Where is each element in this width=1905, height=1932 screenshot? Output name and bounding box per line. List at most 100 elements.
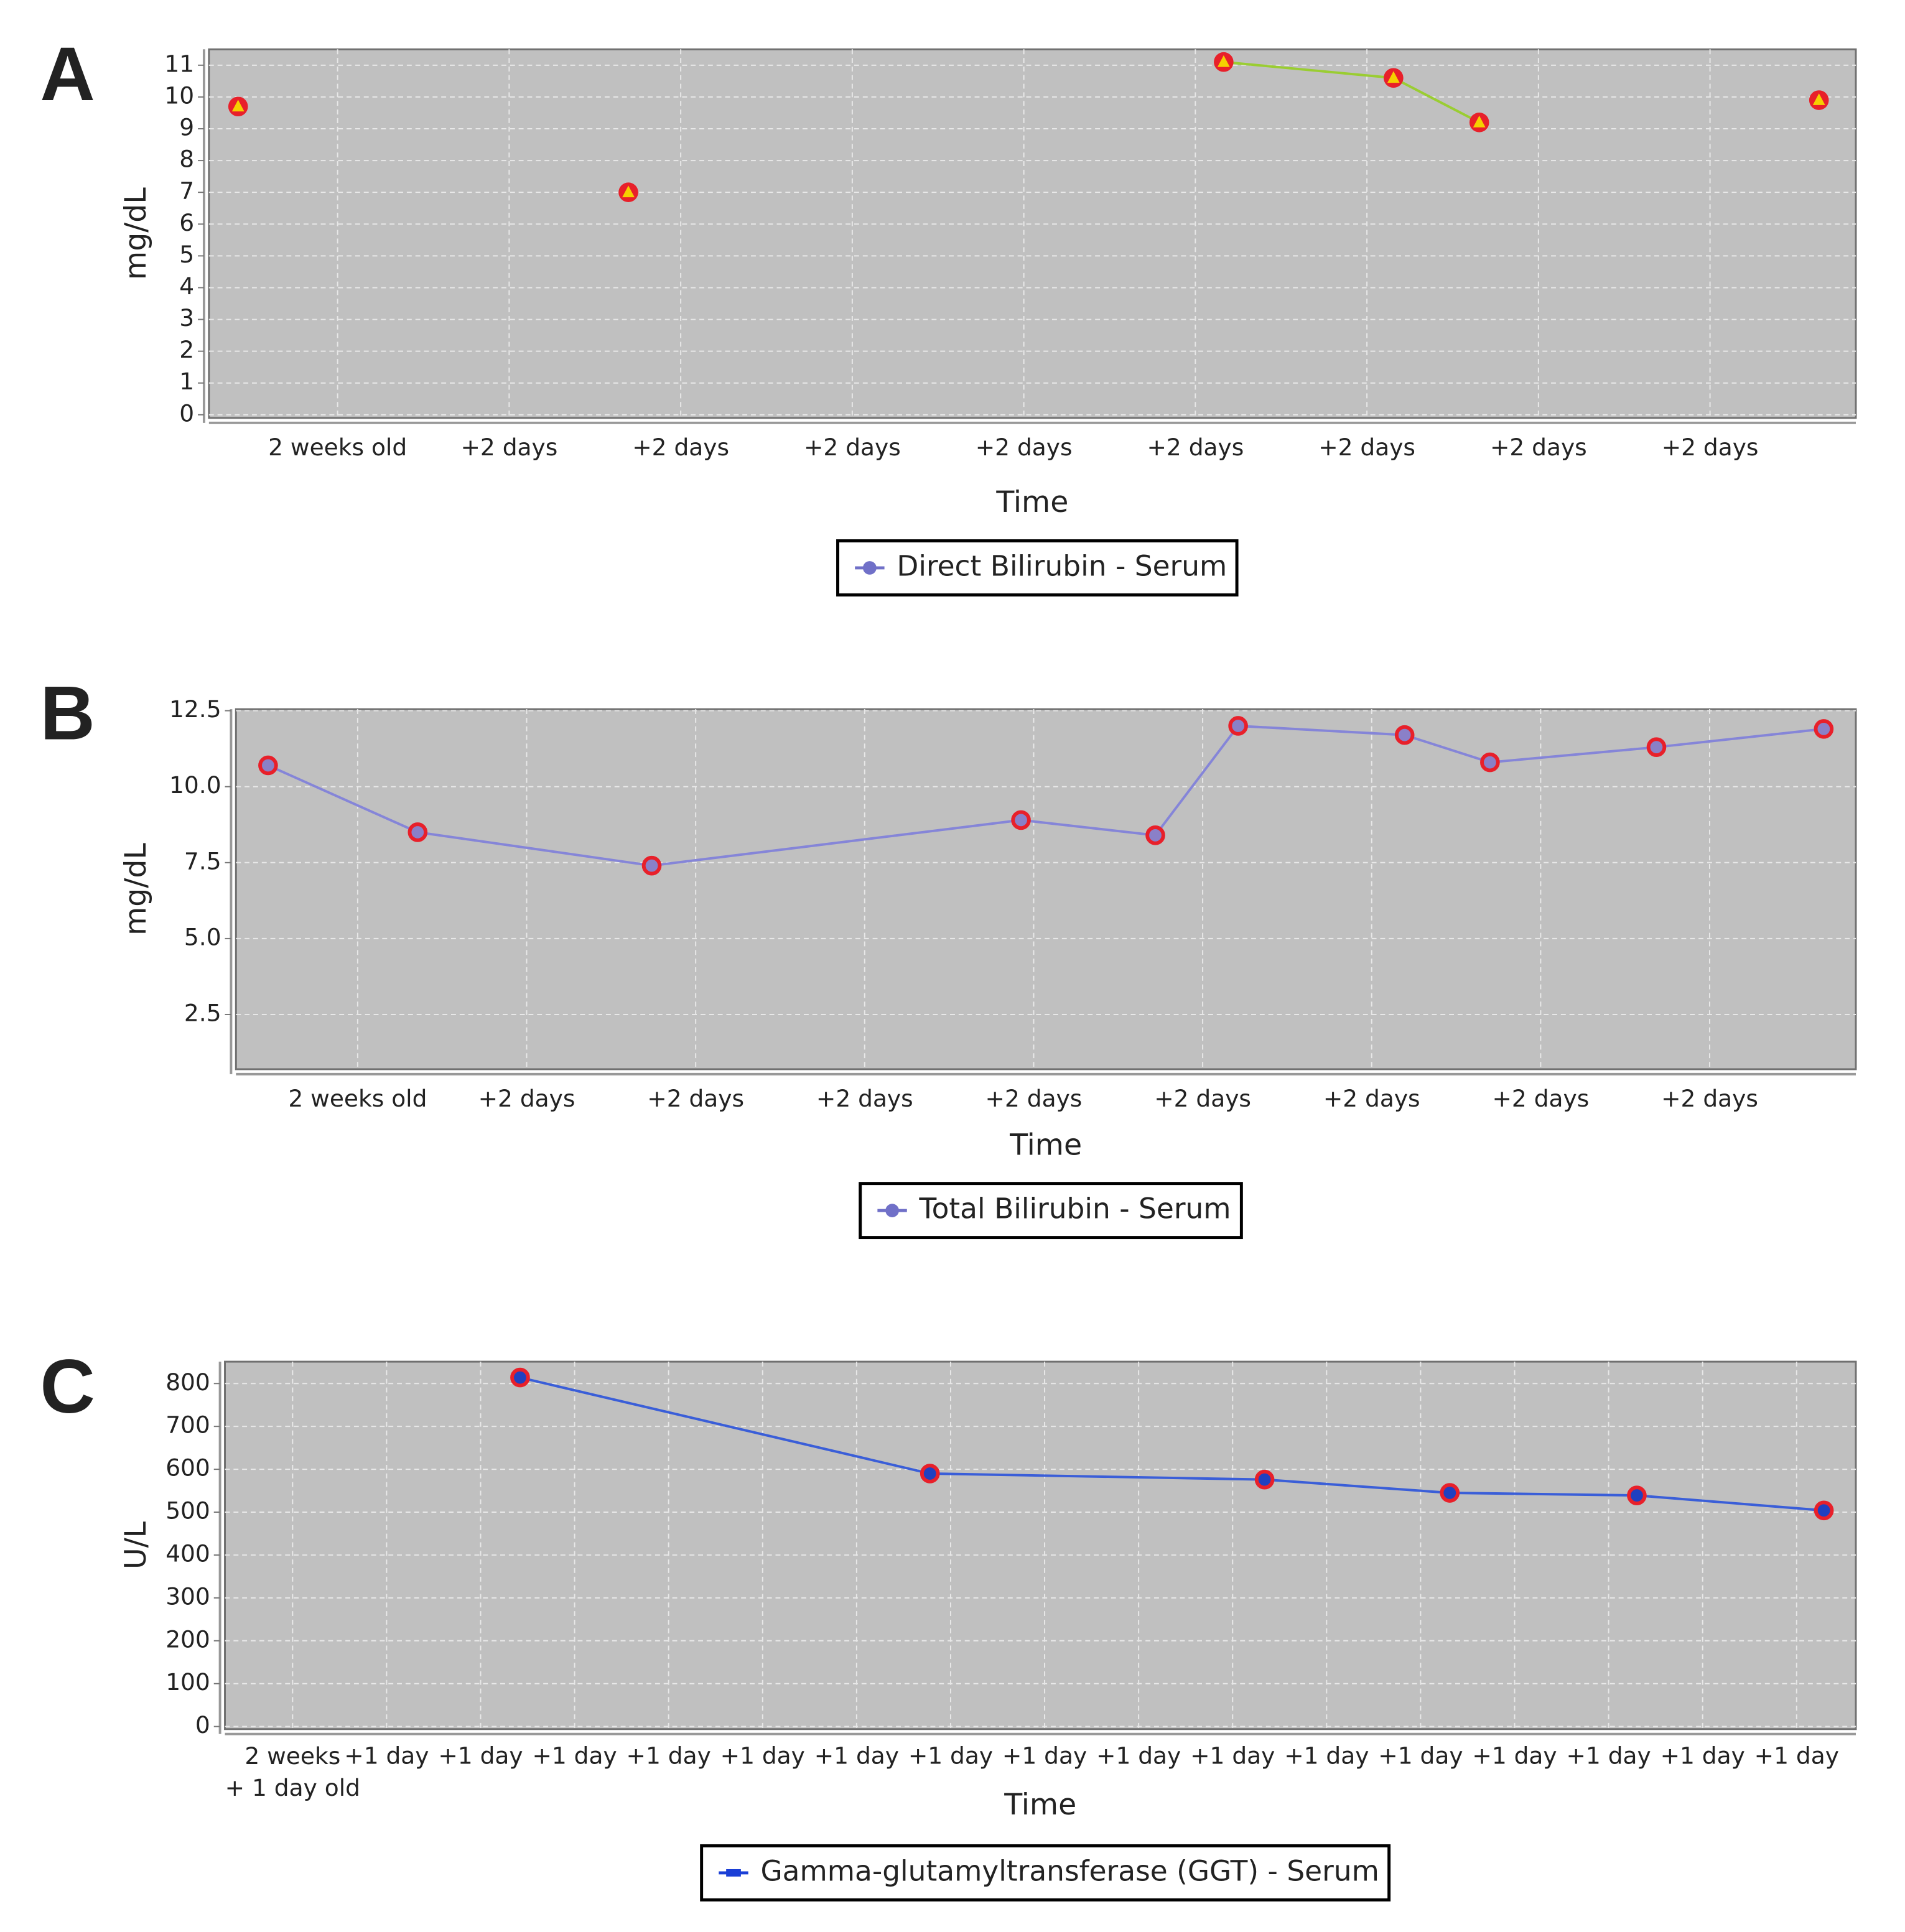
- x-tick-label: +1 day: [1566, 1742, 1651, 1770]
- point: [1646, 737, 1667, 757]
- y-tick-label: 11: [164, 50, 194, 77]
- legend-label: Total Bilirubin - Serum: [919, 1192, 1231, 1225]
- y-tick-label: 400: [165, 1540, 210, 1567]
- x-tick-label: +2 days: [816, 1085, 913, 1112]
- y-tick-label: 600: [165, 1454, 210, 1482]
- x-tick-label: +1 day: [814, 1742, 899, 1770]
- x-tick-label: +1 day: [1284, 1742, 1369, 1770]
- x-axis-title: Time: [1009, 1128, 1082, 1162]
- y-tick-label: 200: [165, 1625, 210, 1653]
- x-tick-label: +1 day: [1190, 1742, 1275, 1770]
- x-tick-label: +1 day: [438, 1742, 523, 1770]
- plot-area: [208, 48, 1857, 419]
- x-tick-label: +1 day: [720, 1742, 805, 1770]
- x-tick-label: +1 day: [626, 1742, 711, 1770]
- y-tick-label: 4: [179, 272, 194, 300]
- point: [920, 1464, 940, 1484]
- y-axis-title: U/L: [119, 1521, 153, 1569]
- point: [1814, 719, 1834, 739]
- y-tick-label: 5.0: [184, 923, 221, 950]
- x-tick-label: 2 weeks + 1 day old: [225, 1742, 360, 1801]
- point: [1440, 1483, 1460, 1503]
- x-tick-label: +2 days: [985, 1085, 1083, 1112]
- legend-label: Gamma-glutamyltransferase (GGT) - Serum: [760, 1854, 1379, 1887]
- y-tick-label: 300: [165, 1582, 210, 1610]
- y-tick-label: 10: [164, 81, 194, 109]
- x-tick-label: +2 days: [1490, 434, 1587, 461]
- x-tick-label: +1 day: [1002, 1742, 1087, 1770]
- y-tick-label: 0: [179, 399, 194, 427]
- y-tick-label: 7: [179, 177, 194, 205]
- x-tick-label: +2 days: [647, 1085, 744, 1112]
- y-tick-label: 100: [165, 1668, 210, 1696]
- x-tick-label: +2 days: [632, 434, 729, 461]
- point-inner: [1812, 93, 1825, 105]
- x-tick-label: 2 weeks old: [268, 434, 407, 461]
- point: [1394, 725, 1415, 745]
- y-tick-label: 10.0: [169, 771, 221, 799]
- y-tick-label: 700: [165, 1411, 210, 1439]
- point: [1480, 752, 1500, 773]
- x-tick-label: +1 day: [1472, 1742, 1557, 1770]
- point: [1011, 810, 1031, 830]
- x-tick-label: +2 days: [1492, 1085, 1589, 1112]
- y-axis-title: mg/dL: [119, 843, 153, 936]
- point-inner: [1217, 55, 1230, 67]
- panel-letter: B: [40, 670, 95, 755]
- point: [1228, 716, 1248, 736]
- x-tick-label: +1 day: [1378, 1742, 1463, 1770]
- point: [1627, 1485, 1647, 1505]
- x-tick-label: +2 days: [1154, 1085, 1251, 1112]
- legend-box: [859, 1182, 1243, 1240]
- x-tick-label: +1 day: [1754, 1742, 1839, 1770]
- point: [1145, 825, 1165, 845]
- y-tick-label: 5: [179, 241, 194, 268]
- point: [641, 855, 662, 876]
- point-inner: [622, 185, 635, 198]
- x-tick-label: +1 day: [1096, 1742, 1181, 1770]
- point: [1254, 1469, 1275, 1490]
- x-tick-label: +1 day: [908, 1742, 993, 1770]
- plot-area: [224, 1360, 1857, 1730]
- x-tick-label: +1 day: [532, 1742, 617, 1770]
- plot-area: [235, 708, 1857, 1070]
- point: [258, 755, 278, 776]
- y-tick-label: 0: [195, 1711, 210, 1739]
- y-tick-label: 7.5: [184, 847, 221, 875]
- panel-letter: C: [40, 1344, 95, 1429]
- y-tick-label: 8: [179, 146, 194, 173]
- x-tick-label: +2 days: [1323, 1085, 1420, 1112]
- y-tick-label: 2.5: [184, 1000, 221, 1027]
- y-tick-label: 9: [179, 114, 194, 141]
- y-tick-label: 6: [179, 209, 194, 236]
- x-tick-label: +2 days: [478, 1085, 575, 1112]
- x-tick-label: 2 weeks old: [288, 1085, 427, 1112]
- point-inner: [231, 100, 245, 112]
- y-tick-label: 1: [179, 368, 194, 395]
- point: [510, 1367, 530, 1388]
- y-tick-label: 3: [179, 304, 194, 332]
- y-tick-label: 12.5: [169, 695, 221, 723]
- x-tick-label: +2 days: [976, 434, 1073, 461]
- x-tick-label: +2 days: [1318, 434, 1415, 461]
- point-inner: [1387, 71, 1400, 83]
- panel-letter: A: [40, 31, 95, 116]
- series-line: [268, 724, 1824, 867]
- x-axis-title: Time: [995, 485, 1068, 519]
- x-tick-label: +2 days: [1147, 434, 1244, 461]
- point: [408, 822, 428, 842]
- legend-marker: [726, 1869, 741, 1877]
- legend-marker: [885, 1204, 899, 1217]
- x-axis-title: Time: [1004, 1788, 1076, 1822]
- y-tick-label: 500: [165, 1497, 210, 1525]
- legend-marker: [863, 561, 877, 575]
- series-line: [519, 1376, 1824, 1512]
- y-tick-label: 2: [179, 336, 194, 363]
- y-tick-label: 800: [165, 1368, 210, 1396]
- point: [1814, 1500, 1834, 1521]
- legend-box: [836, 539, 1239, 597]
- x-tick-label: +2 days: [1662, 434, 1759, 461]
- x-tick-label: +1 day: [344, 1742, 429, 1770]
